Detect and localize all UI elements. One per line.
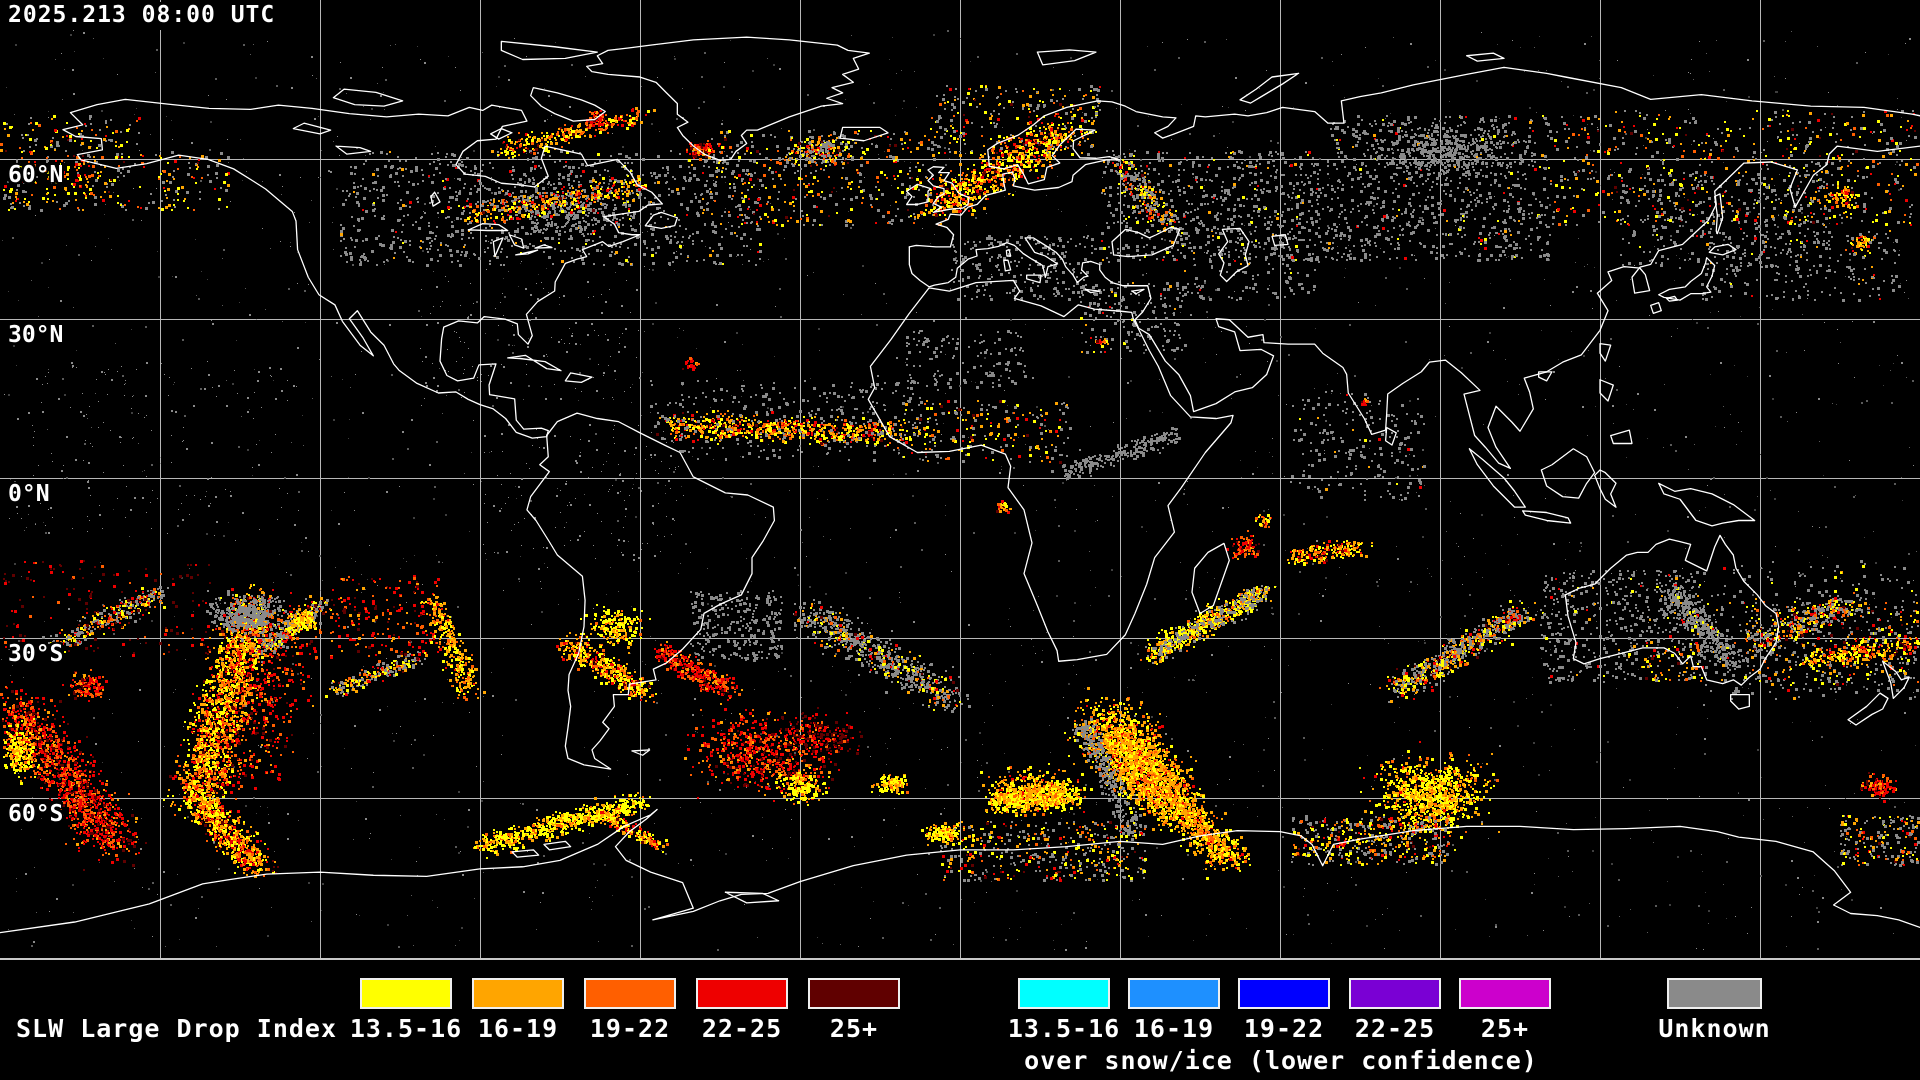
legend-unknown-label: Unknown [1658, 1014, 1771, 1043]
world-map-canvas [0, 0, 1920, 963]
legend-swatch [696, 978, 788, 1009]
legend-snow-note: over snow/ice (lower confidence) [1024, 1046, 1538, 1075]
legend-swatch-label: 22-25 [701, 1014, 783, 1043]
legend-unknown-swatch [1667, 978, 1762, 1009]
legend-swatch [360, 978, 452, 1009]
legend-swatch-label: 13.5-16 [1007, 1014, 1121, 1043]
legend-swatch [1018, 978, 1110, 1009]
legend-swatch-label: 22-25 [1354, 1014, 1436, 1043]
legend-swatch-label: 25+ [1480, 1014, 1530, 1043]
legend-swatch-label: 19-22 [1243, 1014, 1325, 1043]
latitude-label: 30°N [8, 322, 64, 348]
legend-swatch-label: 16-19 [477, 1014, 559, 1043]
latitude-label: 60°S [8, 801, 64, 827]
legend-swatch [584, 978, 676, 1009]
legend-swatch [472, 978, 564, 1009]
latitude-label: 60°N [8, 162, 64, 188]
legend-swatch [1128, 978, 1220, 1009]
legend-swatch [1349, 978, 1441, 1009]
legend-swatch-label: 25+ [829, 1014, 879, 1043]
latitude-label: 30°S [8, 641, 64, 667]
legend-swatch-label: 13.5-16 [349, 1014, 463, 1043]
legend-swatch [1459, 978, 1551, 1009]
legend-swatch [1238, 978, 1330, 1009]
latitude-label: 0°N [8, 481, 50, 507]
timestamp-label: 2025.213 08:00 UTC [8, 2, 280, 30]
legend-swatch [808, 978, 900, 1009]
legend-title: SLW Large Drop Index [16, 1014, 338, 1043]
legend-swatch-label: 19-22 [589, 1014, 671, 1043]
legend-swatch-label: 16-19 [1133, 1014, 1215, 1043]
